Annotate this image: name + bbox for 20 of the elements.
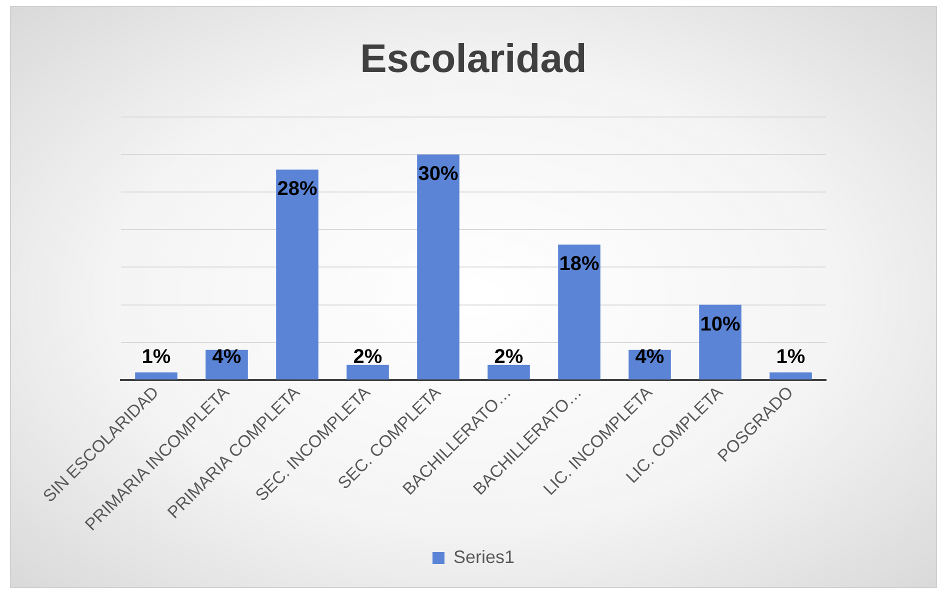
data-label: 1%	[142, 346, 171, 368]
bar	[770, 372, 812, 380]
bar	[558, 244, 600, 380]
data-label: 18%	[559, 253, 600, 276]
bar	[488, 364, 530, 380]
bar	[699, 304, 742, 380]
chart-title: Escolaridad	[359, 37, 588, 82]
data-label: 28%	[277, 178, 318, 200]
legend-label: Series1	[453, 546, 515, 567]
data-label: 4%	[635, 346, 664, 368]
data-label: 30%	[418, 163, 458, 186]
data-label: 4%	[212, 346, 242, 368]
bar	[135, 372, 178, 380]
data-label: 1%	[776, 346, 806, 368]
data-label: 10%	[700, 313, 740, 336]
bar	[346, 364, 389, 380]
bar	[417, 154, 460, 380]
data-label: 2%	[353, 346, 382, 368]
data-label: 2%	[494, 346, 524, 368]
bar	[276, 170, 318, 380]
